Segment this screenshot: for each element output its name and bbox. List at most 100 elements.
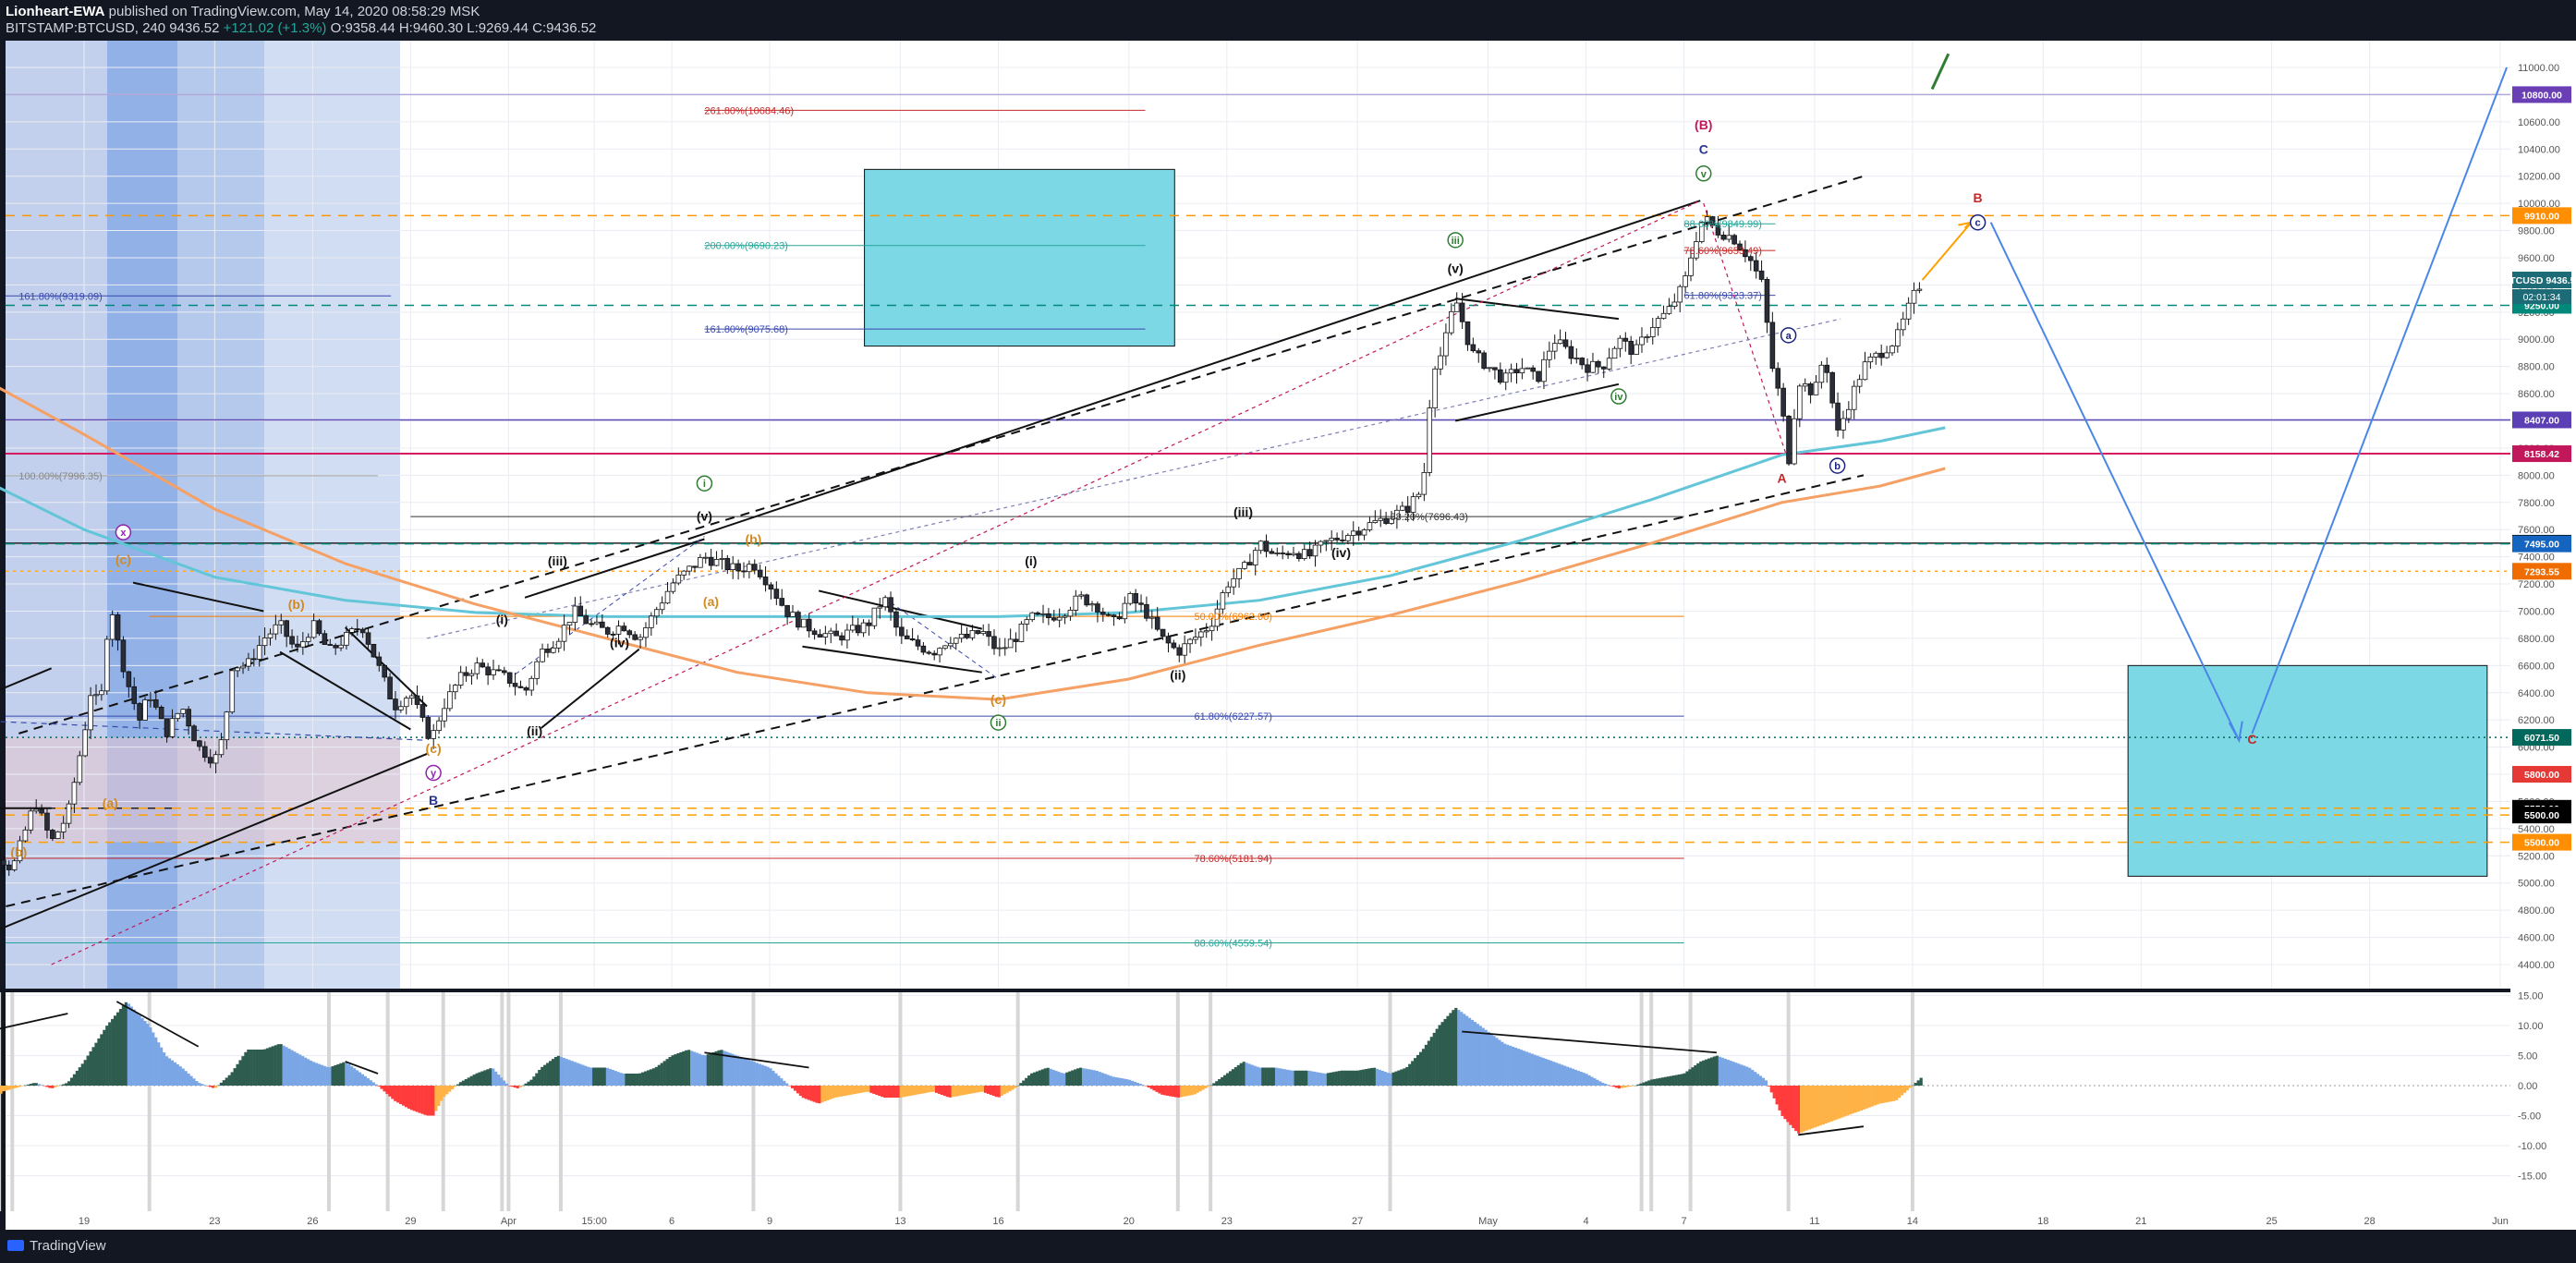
candle [77, 755, 83, 783]
dashed-diagonal [508, 536, 705, 680]
candle [148, 698, 153, 701]
osc-tick-label: 0.00 [2518, 1081, 2537, 1092]
y-tick-label: 7400.00 [2518, 553, 2555, 564]
osc-bar [1650, 1079, 1654, 1086]
osc-bar [527, 1081, 530, 1086]
osc-bar [1506, 1044, 1510, 1086]
osc-bar [1084, 1068, 1088, 1086]
target-box-lower [2127, 664, 2488, 877]
countdown-badge [2512, 289, 2571, 305]
osc-bar [1285, 1069, 1289, 1086]
osc-bar [1179, 1086, 1184, 1098]
osc-bar [1547, 1060, 1550, 1086]
osc-bar [1408, 1063, 1412, 1086]
candle [365, 632, 371, 645]
osc-session-bar [327, 992, 332, 1211]
osc-bar [1824, 1086, 1828, 1124]
projection-blue-down [1989, 222, 2241, 741]
osc-bar [1908, 1086, 1913, 1088]
osc-bar [780, 1078, 784, 1086]
osc-bar [1144, 1086, 1148, 1087]
osc-bar [774, 1073, 778, 1086]
osc-bar [723, 1050, 726, 1086]
price-chart[interactable]: 261.80%(10684.46) 200.00%(9690.23) 161.80%… [0, 41, 2576, 1230]
candle [1394, 509, 1400, 519]
osc-bar [1438, 1025, 1441, 1086]
osc-bar [1677, 1075, 1681, 1086]
candle [1231, 577, 1236, 588]
author-name[interactable]: Lionheart-EWA [6, 4, 105, 19]
symbol-label[interactable]: BITSTAMP:BTCUSD, 240 [6, 20, 166, 36]
candle [289, 636, 295, 645]
osc-bar [353, 1068, 357, 1086]
candle [1443, 332, 1449, 357]
osc-bar [2, 1086, 6, 1092]
osc-bar [812, 1086, 816, 1102]
osc-bar [213, 1086, 218, 1088]
osc-bar [728, 1052, 732, 1086]
osc-bar [1218, 1079, 1221, 1086]
osc-bar [1617, 1086, 1622, 1089]
candle [474, 662, 480, 674]
candle [545, 649, 551, 653]
ohlc-c-label: C: [532, 20, 547, 36]
osc-bar [1117, 1077, 1121, 1086]
osc-bar [1337, 1071, 1341, 1086]
candle [747, 564, 752, 573]
osc-bar [1367, 1068, 1371, 1086]
trendline [279, 650, 411, 731]
candle [82, 729, 89, 757]
osc-bar [747, 1060, 751, 1086]
price-badge [2512, 766, 2571, 783]
footer: TradingView [0, 1230, 2576, 1263]
candle [1350, 530, 1356, 536]
osc-bar [1582, 1073, 1586, 1086]
time-axis-bg [6, 1211, 2510, 1230]
candle [278, 620, 285, 625]
candle [1007, 638, 1014, 649]
osc-bar [262, 1049, 267, 1086]
chart-area[interactable]: 261.80%(10684.46) 200.00%(9690.23) 161.80%… [0, 41, 2576, 1230]
osc-bar [75, 1070, 79, 1086]
candle [480, 662, 486, 668]
osc-bar [1562, 1065, 1567, 1086]
osc-bar [1816, 1086, 1819, 1127]
osc-bar [290, 1050, 294, 1086]
candle [757, 569, 763, 577]
candle [387, 676, 393, 699]
ohlc-l-label: L: [467, 20, 479, 36]
osc-bar [1859, 1086, 1864, 1111]
osc-bar [907, 1086, 911, 1097]
osc-bar [1032, 1072, 1037, 1086]
osc-bar [1758, 1075, 1763, 1086]
osc-bar [1905, 1086, 1910, 1091]
last-price: 9436.52 [169, 20, 220, 36]
candle [888, 597, 893, 613]
osc-bar [1421, 1049, 1426, 1086]
osc-bar [570, 1061, 574, 1086]
tradingview-logo[interactable]: TradingView [7, 1238, 106, 1254]
osc-bar [872, 1086, 876, 1094]
osc-bar [492, 1068, 495, 1086]
candle [1764, 278, 1770, 323]
osc-bar [1418, 1051, 1423, 1086]
osc-bar [875, 1086, 879, 1096]
osc-bar [1277, 1068, 1282, 1086]
candle [583, 615, 589, 625]
fib-label: 100.00%(7996.35) [18, 471, 103, 482]
osc-bar [1169, 1086, 1173, 1097]
candle [55, 832, 61, 839]
osc-bar [1487, 1031, 1490, 1086]
osc-bar [314, 1063, 319, 1086]
candle [256, 645, 262, 660]
candle [1726, 235, 1732, 240]
osc-bar [43, 1086, 46, 1087]
candle [109, 614, 115, 640]
osc-bar [682, 1050, 686, 1086]
osc-bar [1862, 1086, 1865, 1110]
osc-bar [532, 1076, 536, 1086]
pane-separator [6, 989, 2510, 992]
osc-bar [674, 1054, 677, 1086]
oscillator-bars [0, 1002, 1923, 1134]
candle [1236, 567, 1242, 579]
